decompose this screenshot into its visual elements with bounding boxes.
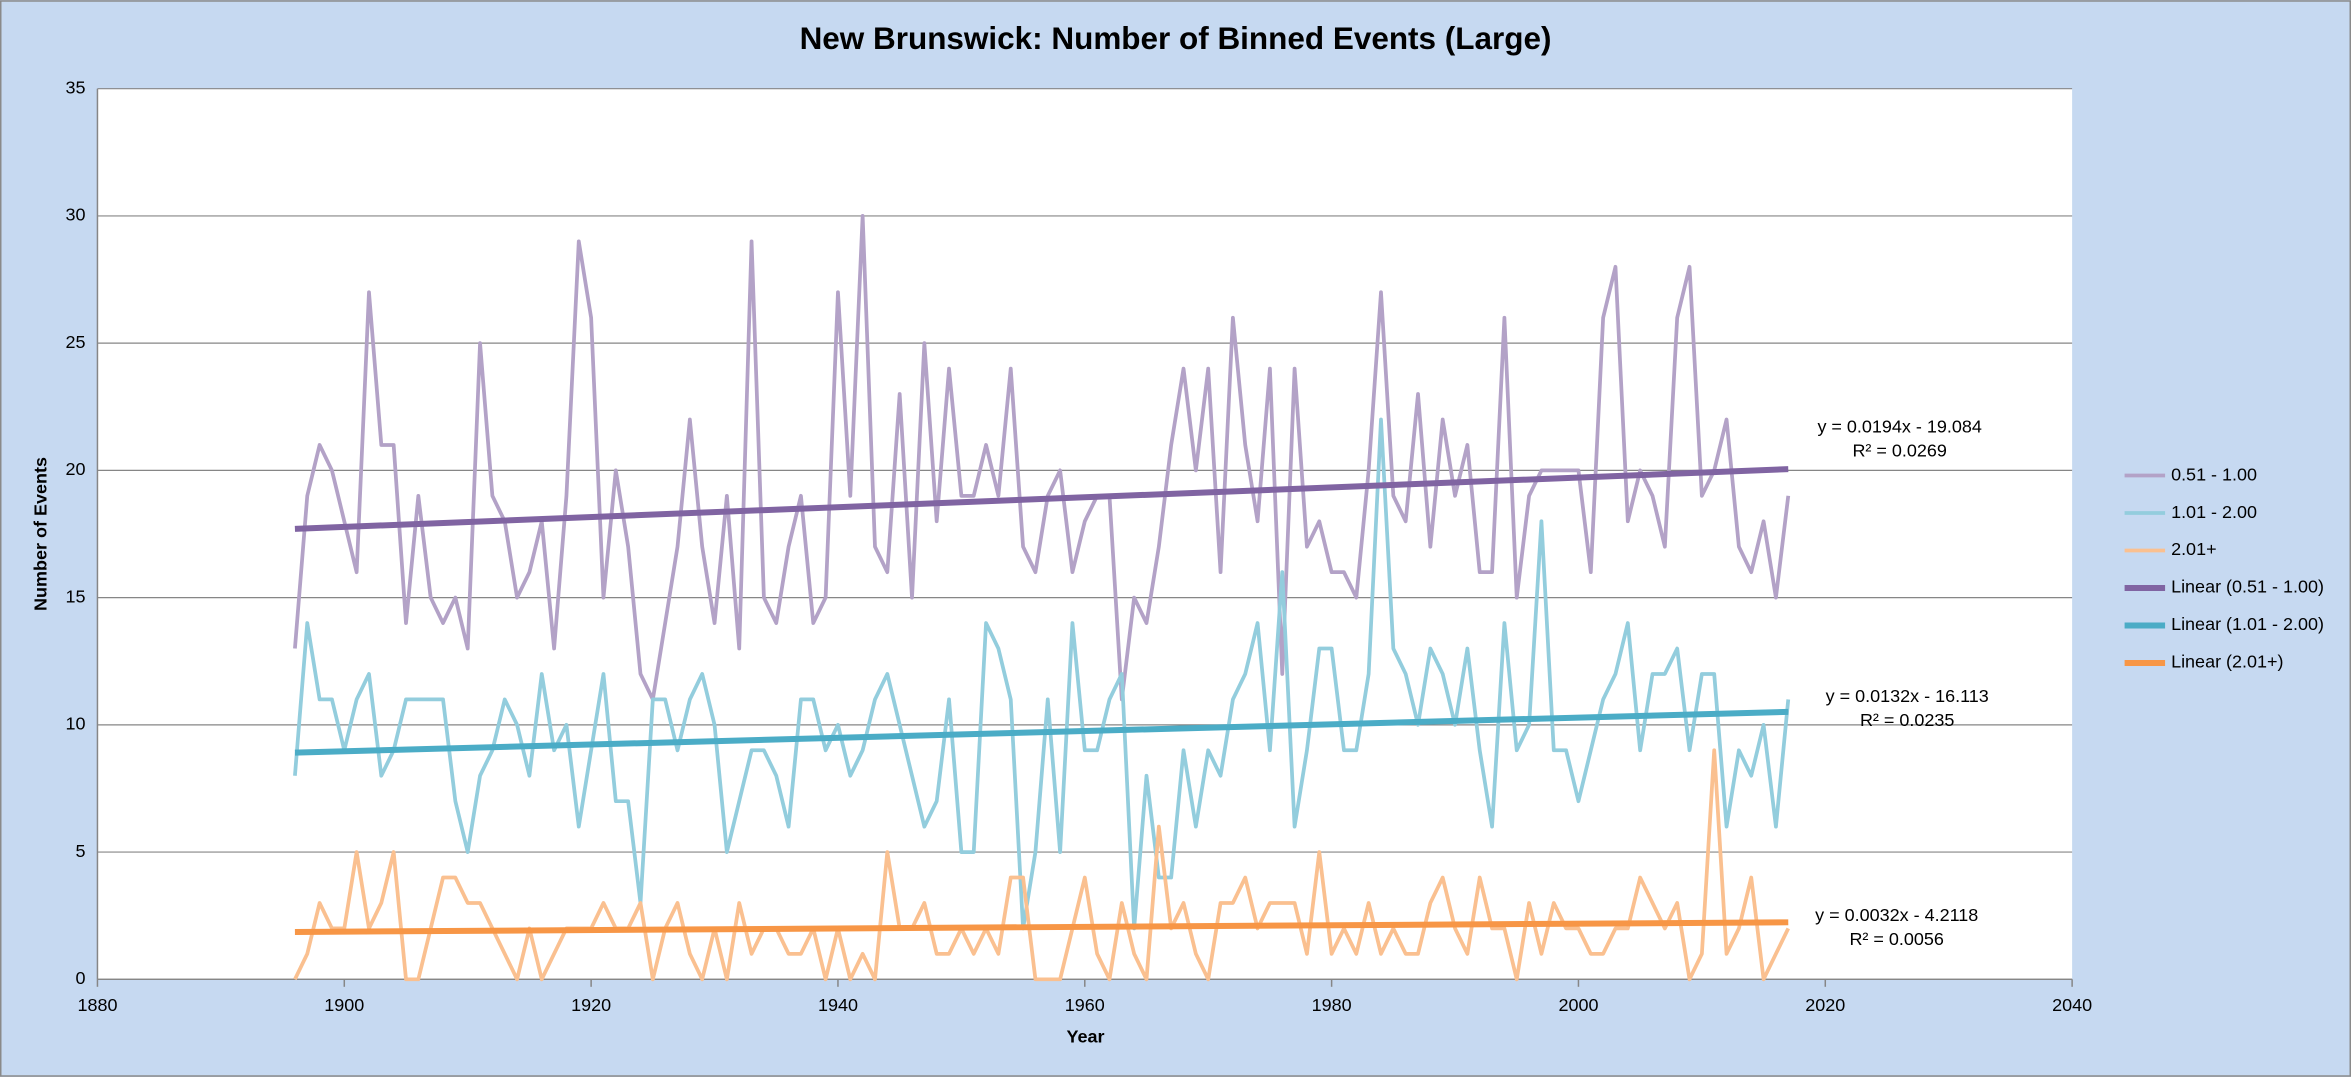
trend-line	[294, 919, 1789, 935]
x-tick-label: 2000	[1558, 995, 1598, 1015]
y-axis-title: Number of Events	[31, 457, 51, 611]
x-tick-label: 1920	[571, 995, 611, 1015]
trend-equation: R² = 0.0235	[1860, 710, 1954, 730]
legend-label: Linear (1.01 - 2.00)	[2171, 614, 2324, 634]
y-tick-label: 15	[65, 586, 85, 606]
x-tick-label: 1880	[77, 995, 117, 1015]
series-line	[293, 214, 1791, 702]
x-tick-label: 1940	[818, 995, 858, 1015]
x-tick-label: 2020	[1805, 995, 1845, 1015]
trend-equation: R² = 0.0056	[1849, 929, 1943, 949]
trend-equation: y = 0.0032x - 4.2118	[1815, 905, 1978, 925]
chart-title: New Brunswick: Number of Binned Events (…	[800, 21, 1552, 56]
series-line	[293, 748, 1790, 982]
trend-equation: y = 0.0132x - 16.113	[1826, 686, 1989, 706]
legend-label: Linear (0.51 - 1.00)	[2171, 577, 2324, 597]
y-tick-label: 25	[65, 332, 85, 352]
trend-equation: y = 0.0194x - 19.084	[1817, 416, 1981, 436]
y-tick-label: 0	[75, 968, 85, 988]
y-tick-label: 10	[65, 714, 85, 734]
x-tick-label: 1980	[1312, 995, 1352, 1015]
x-tick-label: 1960	[1065, 995, 1105, 1015]
legend-label: 2.01+	[2171, 539, 2217, 559]
y-tick-label: 5	[75, 841, 85, 861]
trend-line	[294, 466, 1789, 532]
x-tick-label: 1900	[324, 995, 364, 1015]
trend-line	[294, 708, 1789, 756]
y-tick-label: 20	[65, 459, 85, 479]
x-tick-label: 2040	[2052, 995, 2092, 1015]
trend-equation: R² = 0.0269	[1852, 440, 1946, 460]
legend-label: Linear (2.01+)	[2171, 652, 2283, 672]
plot-area	[97, 88, 2073, 980]
legend-label: 0.51 - 1.00	[2171, 464, 2257, 484]
legend-label: 1.01 - 2.00	[2171, 502, 2257, 522]
y-tick-label: 30	[65, 205, 85, 225]
series-line	[293, 417, 1791, 931]
y-tick-label: 35	[65, 77, 85, 97]
x-axis-title: Year	[1067, 1027, 1105, 1047]
